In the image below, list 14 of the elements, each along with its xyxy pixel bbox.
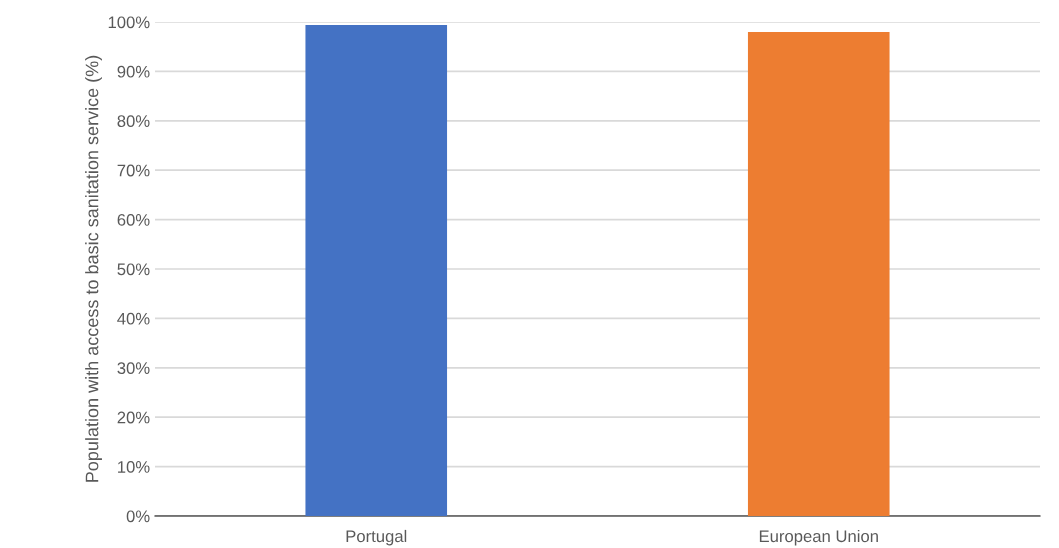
y-tick-label: 20% xyxy=(117,411,150,424)
y-tick-label: 70% xyxy=(117,164,150,177)
y-axis-title: Population with access to basic sanitation service (%) xyxy=(85,55,102,482)
y-tick-label: 80% xyxy=(117,115,150,127)
y-tick-label: 30% xyxy=(117,362,150,374)
x-tick-label: European Union xyxy=(759,529,878,546)
x-tick-label: Portugal xyxy=(346,529,407,546)
y-tick-label: 50% xyxy=(117,263,150,276)
y-tick-label: 60% xyxy=(117,214,150,226)
y-tick-label: 0% xyxy=(126,510,150,523)
y-tick-label: 40% xyxy=(117,312,150,325)
y-tick-label: 100% xyxy=(108,16,150,29)
y-tick-label: 10% xyxy=(118,461,150,473)
y-tick-label: 90% xyxy=(117,65,150,78)
